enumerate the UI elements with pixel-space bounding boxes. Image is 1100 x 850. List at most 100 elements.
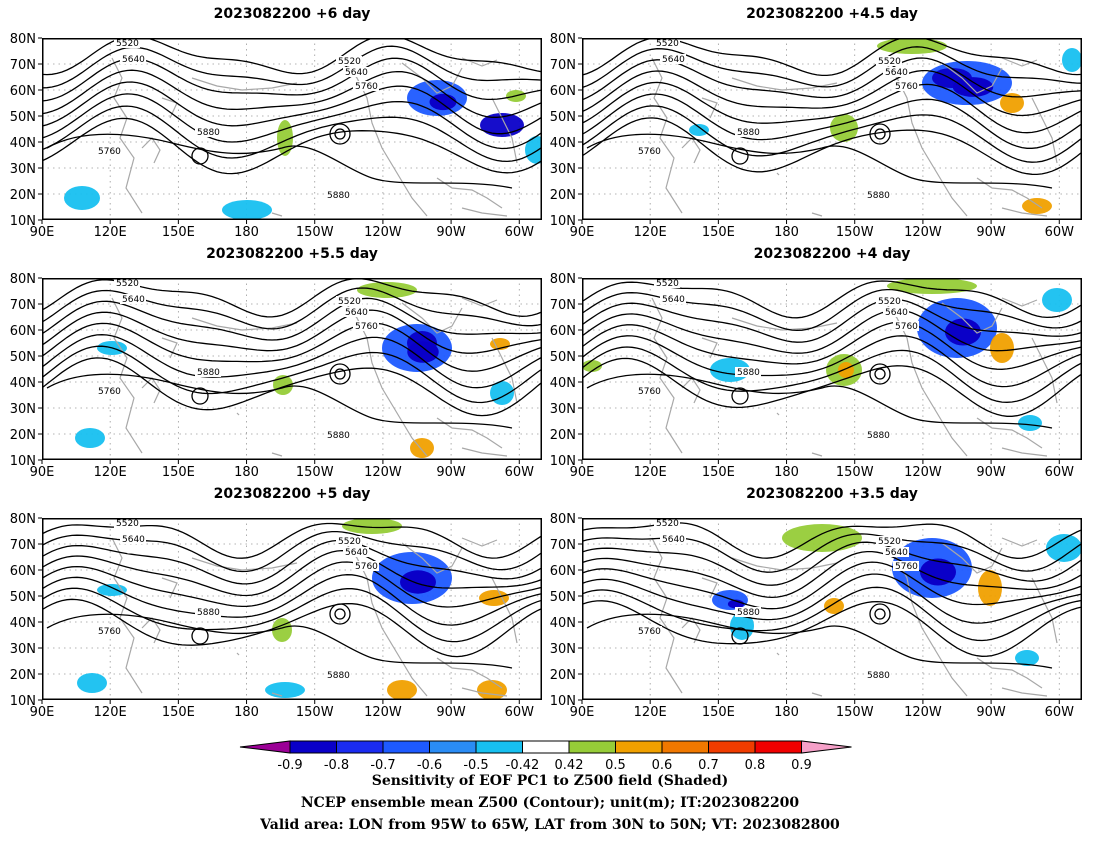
contour-label-bg (865, 670, 891, 680)
colorbar-arrow-left (239, 740, 291, 754)
lat-label: 70N (550, 538, 576, 553)
contour-line (582, 561, 1082, 610)
contour-line (582, 117, 1082, 176)
colorbar-tick-label: -0.7 (370, 758, 395, 772)
contour-label: 5880 (737, 608, 760, 618)
lon-label: 90W (436, 225, 466, 240)
contour-label: 5640 (885, 308, 908, 318)
coastline-7 (976, 177, 1043, 209)
contour-label-bg (636, 386, 662, 396)
contour-line-5880 (46, 613, 513, 669)
lon-label: 60W (505, 465, 535, 480)
coastline-11 (811, 692, 823, 697)
lon-label: 90W (976, 705, 1006, 720)
closed-contour (329, 603, 351, 625)
shading-blob-cyan (222, 200, 272, 220)
lat-label: 50N (10, 590, 36, 605)
contour-label-bg (865, 190, 891, 200)
lon-label: 90W (976, 465, 1006, 480)
lat-label: 50N (10, 350, 36, 365)
shading-blob-cyan (525, 136, 542, 164)
coastline-9 (491, 337, 518, 404)
contour-label-bg (353, 561, 379, 571)
contour-line (582, 81, 1082, 134)
lon-label: 60W (1045, 705, 1075, 720)
panel-title-1: 2023082200 +6 day (213, 6, 371, 22)
shading-blob-cyan (689, 124, 709, 136)
contour-label-bg (660, 54, 686, 64)
coastline-6 (1001, 57, 1038, 67)
lon-label: 150W (836, 225, 874, 240)
lat-label: 80N (10, 512, 36, 527)
contour-label-bg (876, 296, 902, 306)
contour-line-5880 (586, 133, 1053, 189)
lat-label: 30N (10, 402, 36, 417)
lon-label: 120W (904, 225, 942, 240)
contour-line (42, 105, 542, 163)
lon-label: 120E (634, 705, 667, 720)
shading-blob-cyan (1042, 288, 1072, 312)
contour-line (42, 38, 542, 76)
contour-line (42, 561, 542, 608)
closed-contour (329, 363, 351, 385)
lon-label: 90W (976, 225, 1006, 240)
closed-contour (191, 387, 209, 405)
lon-label: 180 (234, 465, 259, 480)
colorbar-segment (615, 740, 663, 754)
lat-label: 20N (10, 668, 36, 683)
coastline-6 (1001, 537, 1038, 547)
lon-label: 150E (162, 225, 195, 240)
contour-label-bg (343, 67, 369, 77)
caption-line-2: NCEP ensemble mean Z500 (Contour); unit(… (300, 795, 800, 811)
contour-line (42, 81, 542, 135)
coastline-10 (236, 412, 240, 416)
contour-line-5880 (586, 373, 1053, 429)
contour-line (582, 321, 1082, 370)
map-frame (582, 518, 1082, 700)
colorbar-tick-label: -0.8 (324, 758, 349, 772)
contour-line-5880 (46, 373, 513, 429)
contour-line (42, 345, 542, 404)
lon-label: 90E (570, 465, 595, 480)
coastline-9 (1031, 337, 1058, 404)
lon-label: 60W (1045, 225, 1075, 240)
lon-label: 150E (702, 225, 735, 240)
contour-label-bg (96, 626, 122, 636)
lat-label: 20N (550, 188, 576, 203)
lon-label: 150W (296, 705, 334, 720)
contour-line (582, 309, 1082, 354)
shading-blob-core (945, 318, 981, 346)
contour-label: 5640 (122, 535, 145, 545)
lon-label: 120E (94, 465, 127, 480)
lat-label: 80N (550, 32, 576, 47)
coastline-2 (701, 97, 718, 119)
contour-label: 5520 (656, 39, 679, 49)
contour-label-bg (325, 190, 351, 200)
shading-blob-cyan (75, 428, 105, 448)
contour-label: 5520 (116, 279, 139, 289)
contour-label-bg (883, 307, 909, 317)
shading-blob-cyan (1046, 534, 1082, 562)
contour-label-bg (336, 56, 362, 66)
shading-blob-core (400, 570, 436, 594)
lat-label: 80N (10, 32, 36, 47)
colorbar-tick-label: 0.42 (555, 758, 584, 772)
colorbar-tick-label: 0.7 (698, 758, 719, 772)
contour-line (582, 335, 1082, 388)
closed-contour (334, 368, 346, 380)
coastline-6 (461, 537, 498, 547)
lat-label: 70N (10, 58, 36, 73)
lat-label: 20N (550, 428, 576, 443)
contour-label-bg (654, 278, 680, 288)
map-frame (42, 278, 542, 460)
lat-label: 50N (10, 110, 36, 125)
contour-label-bg (353, 321, 379, 331)
shading-blob-green (342, 518, 402, 534)
shading-blob-orange (990, 333, 1014, 363)
lat-label: 70N (550, 298, 576, 313)
contour-label-bg (343, 547, 369, 557)
contour-label: 5640 (885, 548, 908, 558)
